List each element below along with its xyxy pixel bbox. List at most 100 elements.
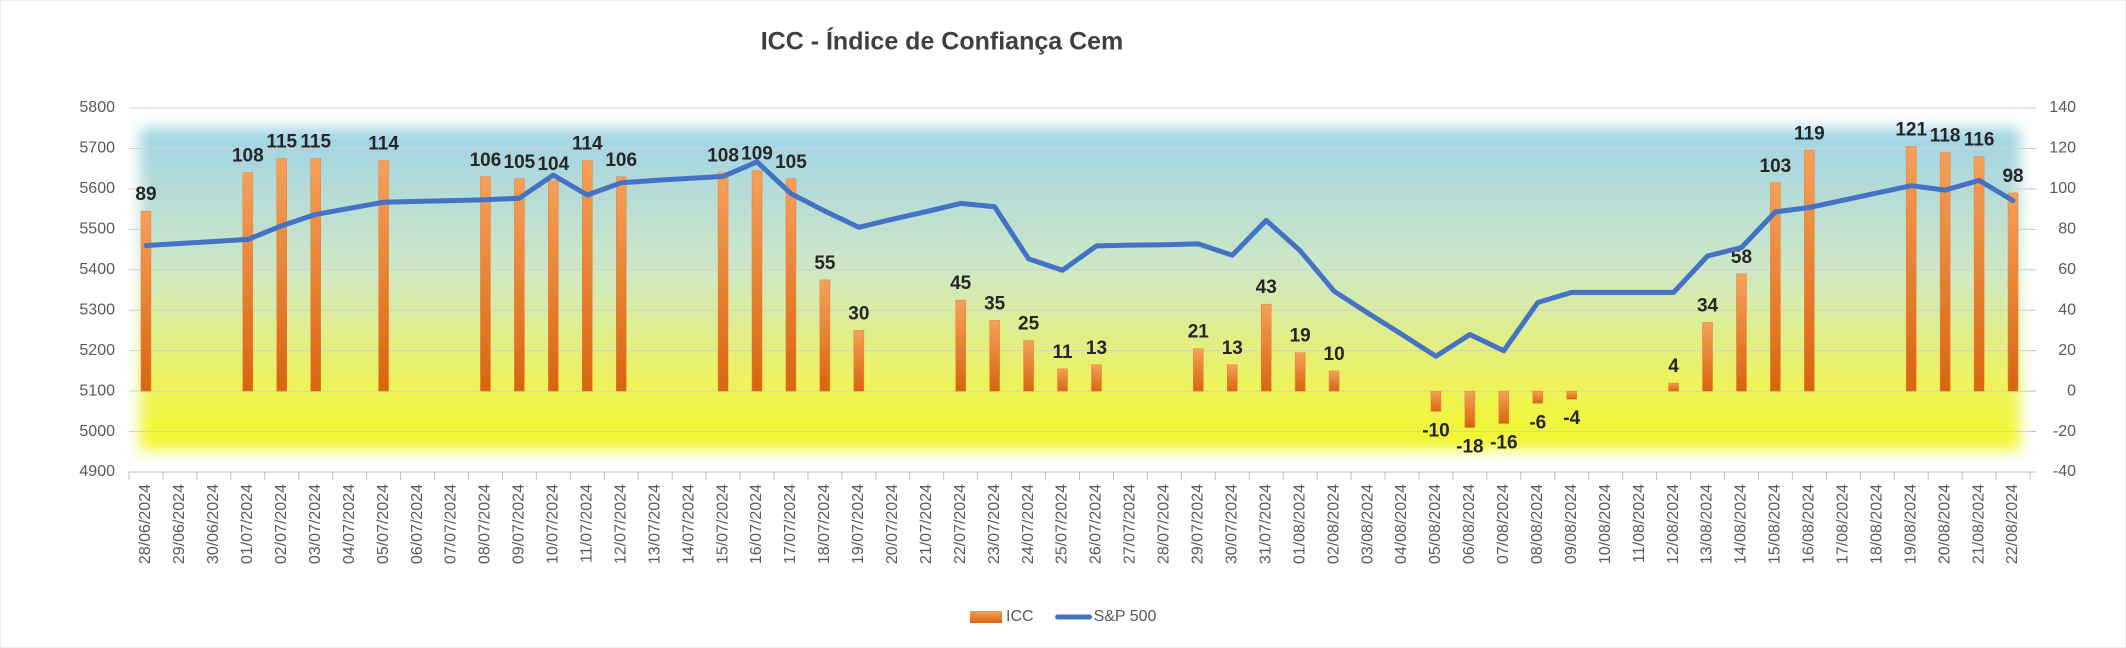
- y-tick-label: 5300: [79, 301, 115, 318]
- data-label: -10: [1422, 420, 1449, 441]
- x-tick-label: 24/07/2024: [1020, 484, 1037, 564]
- x-tick-label: 09/08/2024: [1563, 484, 1580, 564]
- x-tick-label: 15/07/2024: [714, 484, 731, 564]
- x-tick-label: 13/07/2024: [646, 484, 663, 564]
- x-tick-label: 20/08/2024: [1936, 484, 1953, 564]
- x-tick-label: 09/07/2024: [511, 484, 528, 564]
- x-tick-label: 08/07/2024: [477, 484, 494, 564]
- x-tick-label: 07/07/2024: [443, 484, 460, 564]
- y-tick-label: 5500: [79, 221, 115, 238]
- bar: [1973, 156, 1985, 392]
- data-label: 118: [1930, 126, 1961, 147]
- x-tick-label: 01/07/2024: [239, 484, 256, 564]
- bar: [514, 178, 525, 392]
- x-tick-label: 18/07/2024: [816, 484, 833, 564]
- x-tick-label: 22/08/2024: [2004, 484, 2021, 564]
- data-label: 58: [1731, 247, 1752, 268]
- data-label: 89: [135, 184, 156, 205]
- x-tick-label: 10/07/2024: [545, 484, 562, 564]
- bar: [1702, 322, 1713, 392]
- y-tick-label: 5600: [79, 180, 115, 197]
- y-tick-label: 4900: [79, 463, 115, 480]
- data-label: 108: [707, 146, 739, 167]
- bar: [1023, 340, 1034, 392]
- x-tick-label: 11/07/2024: [578, 484, 595, 563]
- data-label: 11: [1052, 342, 1073, 363]
- legend-label: ICC: [1006, 608, 1034, 625]
- x-tick-label: 19/07/2024: [850, 484, 867, 564]
- data-label: 108: [232, 146, 264, 167]
- data-label: 119: [1794, 123, 1825, 144]
- x-tick-label: 28/07/2024: [1156, 484, 1173, 564]
- x-tick-label: 17/07/2024: [782, 484, 799, 564]
- y-tick-label: 5400: [79, 261, 115, 278]
- x-tick-label: 05/07/2024: [375, 484, 392, 564]
- bar: [1498, 390, 1510, 424]
- bar: [480, 176, 491, 392]
- bar: [242, 172, 254, 392]
- bar: [989, 320, 1000, 392]
- data-label: -6: [1529, 412, 1546, 433]
- x-tick-label: 06/08/2024: [1461, 484, 1478, 564]
- bar: [1566, 390, 1577, 400]
- y-tick-label: 5200: [79, 342, 115, 359]
- x-tick-label: 10/08/2024: [1597, 484, 1614, 564]
- data-label: 43: [1256, 277, 1277, 298]
- bar: [785, 178, 797, 392]
- x-tick-label: 15/08/2024: [1767, 484, 1784, 564]
- y2-tick-label: 0: [2067, 382, 2076, 399]
- data-label: 45: [950, 273, 972, 294]
- data-label: 104: [537, 154, 569, 175]
- data-label: 35: [984, 293, 1006, 314]
- data-label: 98: [2002, 166, 2023, 187]
- chart-title: ICC - Índice de Confiança Cem: [761, 27, 1124, 56]
- x-tick-label: 16/07/2024: [748, 484, 765, 564]
- x-tick-label: 04/07/2024: [341, 484, 358, 564]
- x-tick-label: 31/07/2024: [1257, 484, 1274, 564]
- y2-tick-label: 120: [2049, 140, 2076, 157]
- data-label: 106: [605, 150, 637, 171]
- bar: [751, 170, 763, 392]
- bar: [310, 158, 321, 392]
- y2-tick-label: 60: [2058, 261, 2076, 278]
- x-tick-label: 01/08/2024: [1291, 484, 1308, 564]
- bar: [1736, 273, 1747, 392]
- x-tick-label: 11/08/2024: [1631, 484, 1648, 563]
- data-label: -16: [1490, 432, 1517, 453]
- data-label: 34: [1697, 295, 1719, 316]
- bar: [582, 160, 593, 392]
- bar: [615, 176, 627, 392]
- data-label: 114: [368, 134, 399, 155]
- bar: [140, 210, 152, 392]
- y-tick-label: 5800: [79, 99, 115, 116]
- y2-tick-label: -40: [2053, 463, 2076, 480]
- data-label: 121: [1895, 119, 1927, 140]
- bar: [1905, 146, 1917, 392]
- x-tick-label: 02/07/2024: [273, 484, 290, 564]
- x-tick-label: 19/08/2024: [1902, 484, 1919, 564]
- x-tick-label: 05/08/2024: [1427, 484, 1444, 564]
- y2-tick-label: 20: [2058, 342, 2076, 359]
- x-tick-label: 30/07/2024: [1223, 484, 1240, 564]
- x-tick-label: 18/08/2024: [1868, 484, 1885, 564]
- bar: [548, 180, 559, 392]
- bar: [1939, 152, 1951, 392]
- data-label: 13: [1086, 338, 1107, 359]
- bar: [1770, 182, 1781, 392]
- data-label: 30: [848, 303, 869, 324]
- x-tick-label: 12/08/2024: [1665, 484, 1682, 564]
- data-label: 105: [504, 152, 536, 173]
- x-tick-label: 14/08/2024: [1733, 484, 1750, 564]
- bar: [1260, 303, 1272, 392]
- bar: [1804, 150, 1815, 392]
- x-tick-label: 07/08/2024: [1495, 484, 1512, 564]
- bar: [1464, 390, 1476, 428]
- y2-tick-label: -20: [2053, 423, 2076, 440]
- x-tick-label: 29/06/2024: [171, 484, 188, 564]
- x-tick-label: 21/08/2024: [1970, 484, 1987, 564]
- y2-tick-label: 100: [2049, 180, 2076, 197]
- y-tick-label: 5700: [79, 140, 115, 157]
- bar: [2007, 192, 2019, 392]
- y2-tick-label: 80: [2058, 221, 2076, 238]
